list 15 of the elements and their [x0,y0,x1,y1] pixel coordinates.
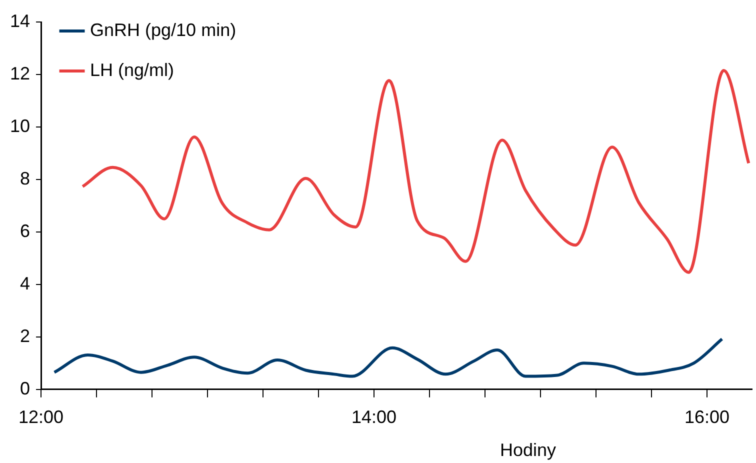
y-tick-label: 2 [20,326,30,346]
legend-label: GnRH (pg/10 min) [90,20,236,40]
y-tick-label: 4 [20,273,30,294]
y-tick-label: 12 [10,63,30,84]
x-tick-label: 12:00 [18,407,64,428]
x-tick-label: 16:00 [684,407,730,428]
y-tick-label: 10 [10,116,30,136]
line-series [52,338,724,378]
y-tick-label: 8 [20,168,30,188]
y-tick-label: 0 [20,378,30,398]
y-tick-label: 6 [20,220,30,241]
legend-label: LH (ng/ml) [90,60,174,80]
x-axis-title: Hodiny [500,440,556,460]
x-tick-label: 14:00 [352,407,397,428]
y-tick-label: 14 [10,10,30,31]
